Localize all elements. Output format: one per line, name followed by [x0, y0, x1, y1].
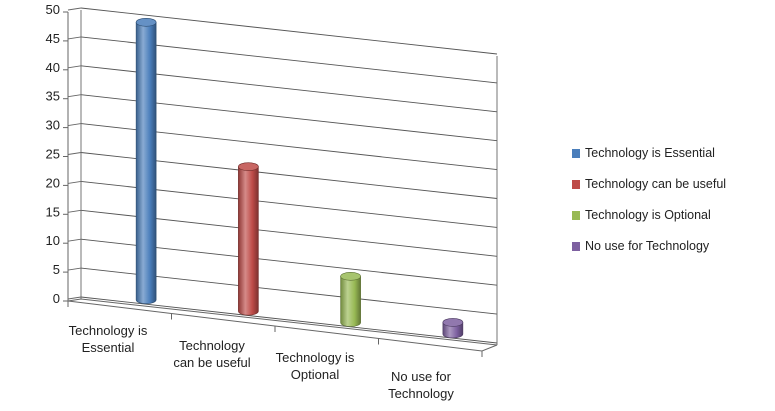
gridline-connector	[67, 123, 82, 127]
legend-swatch	[572, 180, 580, 189]
gridline-connector	[67, 36, 82, 40]
gridline-connector	[67, 209, 82, 213]
gridlines	[67, 7, 498, 344]
legend-item[interactable]: Technology is Optional	[572, 208, 711, 222]
gridline-connector	[67, 238, 82, 242]
x-category-label-line: Optional	[291, 367, 340, 382]
bar-2	[340, 272, 361, 327]
gridline-connector	[67, 65, 82, 69]
y-tick-label: 50	[46, 2, 60, 17]
y-tick-label: 30	[46, 118, 60, 133]
x-category-label: Technology is Essential	[69, 323, 148, 355]
bar-top-cap	[340, 272, 361, 281]
legend-label: No use for Technology	[585, 239, 710, 253]
y-tick-label: 15	[46, 204, 60, 219]
gridline	[80, 296, 498, 344]
y-tick-label: 45	[46, 31, 60, 46]
x-category-label: Technology is Optional	[276, 350, 355, 382]
x-category-label-line: Technology is	[276, 350, 355, 365]
legend-item[interactable]: No use for Technology	[572, 239, 710, 253]
gridline-connector	[67, 152, 82, 155]
legend-item[interactable]: Technology can be useful	[572, 177, 726, 191]
bar-body	[238, 166, 259, 316]
legend-label: Technology is Essential	[585, 146, 715, 160]
legend-swatch	[572, 149, 580, 158]
bar-top-cap	[135, 17, 157, 27]
bar-0	[135, 17, 157, 305]
y-tick-label: 35	[46, 89, 60, 104]
y-tick-label: 40	[46, 60, 60, 75]
x-category-label: Technology can be useful	[173, 338, 250, 370]
bar-body	[442, 322, 464, 339]
bar-body	[135, 21, 157, 305]
axes	[67, 10, 498, 357]
gridline	[80, 7, 498, 55]
y-tick-label: 20	[46, 175, 60, 190]
gridline-connector	[67, 180, 82, 184]
y-tick-label: 0	[53, 291, 60, 306]
bar-1	[238, 162, 259, 316]
gridline-connector	[67, 267, 82, 271]
legend-label: Technology can be useful	[585, 177, 726, 191]
x-category-label-line: No use for	[391, 369, 452, 384]
x-axis-floor	[67, 298, 498, 352]
y-tick-label: 25	[46, 147, 60, 162]
legend-swatch	[572, 242, 580, 251]
x-category-label: No use for Technology	[388, 369, 454, 401]
y-tick-label: 5	[53, 262, 60, 277]
bars	[135, 17, 464, 339]
x-category-label-line: Technology	[388, 386, 454, 401]
legend-label: Technology is Optional	[585, 208, 711, 222]
gridline-connector	[67, 7, 82, 11]
bar-top-cap	[238, 162, 259, 171]
bar-body	[340, 276, 361, 327]
legend[interactable]: Technology is Essential Technology can be…	[572, 146, 726, 253]
y-axis-ticks: 0 5 10 15 20 25 30 35 40 45 50	[46, 2, 68, 306]
x-axis-categories: Technology is Essential Technology can be u…	[69, 323, 455, 401]
x-category-label-line: Essential	[82, 340, 135, 355]
bar-top-cap	[442, 318, 464, 327]
gridline-connector	[67, 296, 82, 300]
x-category-label-line: can be useful	[173, 355, 250, 370]
gridline-connector	[67, 94, 82, 98]
legend-swatch	[572, 211, 580, 220]
bar-3	[442, 318, 464, 339]
x-category-label-line: Technology	[179, 338, 245, 353]
y-tick-label: 10	[46, 233, 60, 248]
legend-item[interactable]: Technology is Essential	[572, 146, 715, 160]
x-category-label-line: Technology is	[69, 323, 148, 338]
